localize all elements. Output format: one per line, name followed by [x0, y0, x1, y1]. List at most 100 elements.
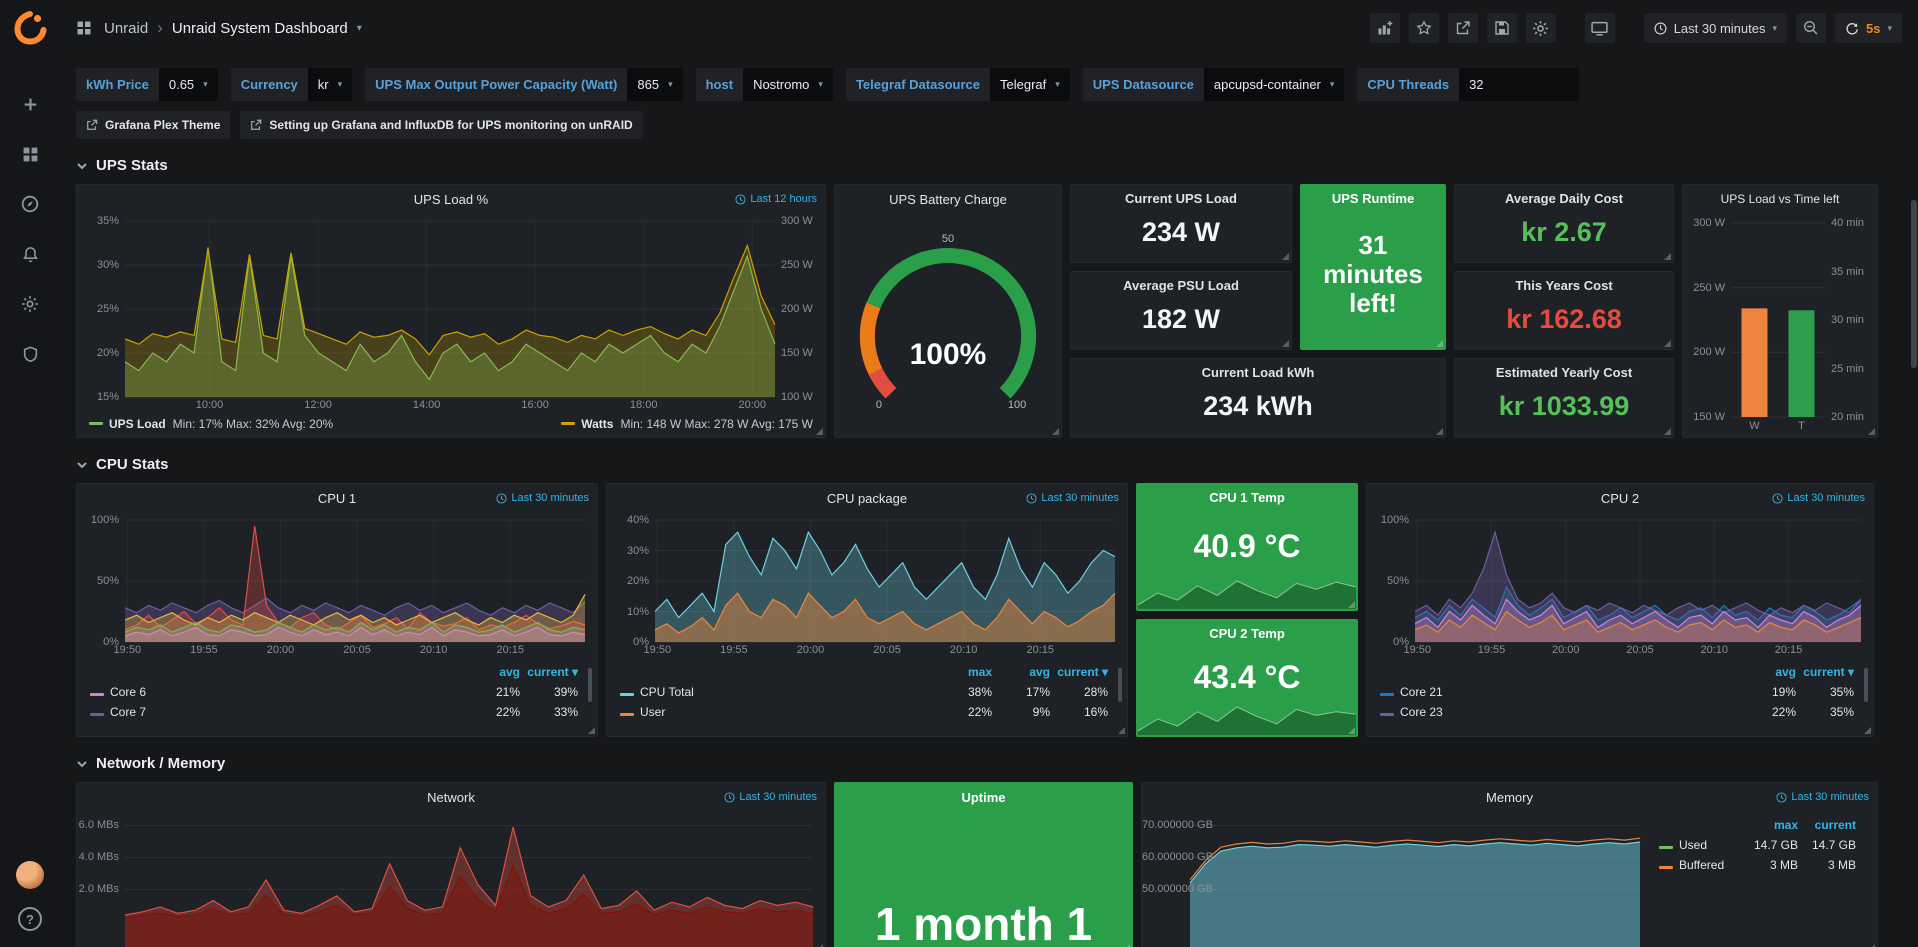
- dashboards-button[interactable]: [13, 141, 47, 167]
- legend-column-header[interactable]: current ▾: [1803, 665, 1854, 679]
- legend-series-name[interactable]: CPU Total: [617, 682, 937, 702]
- variable-telegraf-datasource: Telegraf Datasource Telegraf ▾: [845, 68, 1070, 101]
- legend-column-header[interactable]: avg: [499, 665, 520, 679]
- graph-cpu2[interactable]: 0% 50% 100% 19:50 19:55 20:00 20:05 20:10 20:15: [1367, 512, 1873, 660]
- configuration-button[interactable]: [13, 291, 47, 317]
- graph-cpu1[interactable]: 0% 50% 100% 19:50 19:55 20:00 20:05 20:10 20:15: [77, 512, 597, 660]
- dashboard-settings-button[interactable]: [1525, 13, 1556, 43]
- time-range-picker[interactable]: Last 30 minutes ▾: [1643, 13, 1787, 43]
- breadcrumb-folder[interactable]: Unraid: [104, 19, 149, 37]
- panel-time-override[interactable]: Last 30 minutes: [1026, 492, 1119, 504]
- panel-title[interactable]: Current UPS Load: [1125, 191, 1237, 206]
- legend-item[interactable]: Watts Min: 148 W Max: 278 W Avg: 175 W: [561, 417, 813, 431]
- legend-scrollbar[interactable]: [1864, 668, 1868, 702]
- graph-canvas[interactable]: [1367, 512, 1873, 660]
- panel-title[interactable]: UPS Load vs Time left: [1720, 192, 1840, 206]
- create-button[interactable]: [13, 91, 47, 117]
- panel-time-override[interactable]: Last 30 minutes: [724, 791, 817, 803]
- graph-memory[interactable]: 50.000000 GB 60.000000 GB 70.000000 GB: [1142, 811, 1652, 947]
- section-header-ups-stats[interactable]: UPS Stats: [76, 157, 1902, 174]
- legend-series-name[interactable]: Core 6: [87, 682, 465, 702]
- legend-series-name[interactable]: User: [617, 702, 937, 722]
- server-admin-button[interactable]: [13, 341, 47, 367]
- graph-canvas[interactable]: [607, 512, 1127, 660]
- legend-column-header[interactable]: current ▾: [1057, 665, 1108, 679]
- variable-value-input[interactable]: 32: [1459, 68, 1580, 101]
- panel-time-override[interactable]: Last 30 minutes: [1776, 791, 1869, 803]
- chevron-down-icon: [77, 461, 87, 468]
- graph-canvas[interactable]: [77, 213, 825, 415]
- variable-value-dropdown[interactable]: Nostromo ▾: [743, 68, 833, 101]
- alerting-button[interactable]: [13, 241, 47, 267]
- panel-title[interactable]: Memory: [1486, 789, 1533, 805]
- panel-title[interactable]: This Years Cost: [1515, 278, 1613, 293]
- panel-title[interactable]: Estimated Yearly Cost: [1495, 365, 1633, 380]
- graph-canvas[interactable]: [77, 512, 597, 660]
- panel-title[interactable]: Current Load kWh: [1201, 365, 1315, 380]
- share-dashboard-button[interactable]: [1447, 13, 1478, 43]
- legend-column-header[interactable]: max: [967, 665, 992, 679]
- variable-value-dropdown[interactable]: kr ▾: [307, 68, 353, 101]
- cycle-view-mode-button[interactable]: [1584, 13, 1615, 43]
- dashboard-link-setting-up-grafana-and-i[interactable]: Setting up Grafana and InfluxDB for UPS …: [240, 111, 643, 139]
- dashboard-link-grafana-plex-theme[interactable]: Grafana Plex Theme: [76, 111, 231, 139]
- panel-title[interactable]: Uptime: [961, 789, 1006, 805]
- panel-title[interactable]: CPU 1: [317, 490, 357, 506]
- legend-column-header[interactable]: max: [1773, 818, 1798, 832]
- legend-column-header[interactable]: avg: [1775, 665, 1796, 679]
- graph-cpu-package[interactable]: 0% 10% 20% 30% 40% 19:50 19:55 20:00 20:05 20:10 2…: [607, 512, 1127, 660]
- section-header-cpu-stats[interactable]: CPU Stats: [76, 456, 1902, 473]
- panel-time-override[interactable]: Last 30 minutes: [1772, 492, 1865, 504]
- external-link-icon: [87, 119, 98, 130]
- refresh-picker[interactable]: 5s ▾: [1835, 13, 1902, 43]
- panel-title[interactable]: CPU 2: [1600, 490, 1640, 506]
- legend-value: 33%: [553, 705, 578, 719]
- add-panel-icon: [1378, 21, 1392, 35]
- add-panel-button[interactable]: [1369, 13, 1400, 43]
- caret-down-icon[interactable]: ▾: [356, 22, 362, 34]
- legend-value: 17%: [1025, 685, 1050, 699]
- section-header-network-memory[interactable]: Network / Memory: [76, 755, 1902, 772]
- panel-title[interactable]: Average PSU Load: [1123, 278, 1239, 293]
- graph-network[interactable]: 2.0 MBs 4.0 MBs 6.0 MBs: [77, 811, 825, 947]
- legend-series-name[interactable]: Core 23: [1377, 702, 1741, 722]
- help-button[interactable]: ?: [18, 907, 42, 931]
- variable-value-dropdown[interactable]: 0.65 ▾: [158, 68, 218, 101]
- legend-series-name[interactable]: Used: [1656, 835, 1743, 855]
- panel-title[interactable]: Network: [427, 789, 475, 805]
- legend-row: Buffered 3 MB 3 MB: [1656, 855, 1859, 875]
- variable-value-dropdown[interactable]: Telegraf ▾: [989, 68, 1070, 101]
- variable-value-dropdown[interactable]: 865 ▾: [627, 68, 683, 101]
- legend-column-header[interactable]: current: [1814, 818, 1856, 832]
- dashboard-title[interactable]: Unraid System Dashboard: [171, 19, 348, 37]
- graph-canvas[interactable]: [77, 811, 825, 947]
- panel-title[interactable]: Average Daily Cost: [1504, 191, 1623, 206]
- page-scrollbar-thumb[interactable]: [1911, 200, 1917, 368]
- panel-title[interactable]: CPU 2 Temp: [1209, 626, 1285, 641]
- legend-scrollbar[interactable]: [1118, 668, 1122, 702]
- caret-down-icon: ▾: [1055, 79, 1060, 89]
- legend-series-name[interactable]: Buffered: [1656, 855, 1743, 875]
- panel-title[interactable]: UPS Battery Charge: [889, 191, 1007, 207]
- panel-time-override[interactable]: Last 12 hours: [735, 193, 817, 205]
- legend-item[interactable]: UPS Load Min: 17% Max: 32% Avg: 20%: [89, 417, 333, 431]
- legend-series-name[interactable]: Core 7: [87, 702, 465, 722]
- zoom-out-time-button[interactable]: [1796, 13, 1826, 43]
- graph-canvas[interactable]: [1142, 811, 1652, 947]
- panel-title[interactable]: CPU package: [826, 490, 908, 506]
- user-avatar[interactable]: [16, 861, 44, 889]
- explore-button[interactable]: [13, 191, 47, 217]
- grafana-logo[interactable]: [11, 9, 49, 47]
- legend-series-name[interactable]: Core 21: [1377, 682, 1741, 702]
- panel-title[interactable]: CPU 1 Temp: [1209, 490, 1285, 505]
- legend-scrollbar[interactable]: [588, 668, 592, 702]
- save-dashboard-button[interactable]: [1486, 13, 1517, 43]
- legend-column-header[interactable]: avg: [1029, 665, 1050, 679]
- panel-title[interactable]: UPS Load %: [413, 191, 489, 207]
- panel-time-override[interactable]: Last 30 minutes: [496, 492, 589, 504]
- legend-column-header[interactable]: current ▾: [527, 665, 578, 679]
- graph-ups-load[interactable]: 15% 20% 25% 30% 35% 100 W 150 W 200 W 250 W 300 W…: [77, 213, 825, 415]
- mark-favorite-button[interactable]: [1408, 13, 1439, 43]
- panel-title[interactable]: UPS Runtime: [1331, 191, 1415, 206]
- variable-value-dropdown[interactable]: apcupsd-container ▾: [1203, 68, 1345, 101]
